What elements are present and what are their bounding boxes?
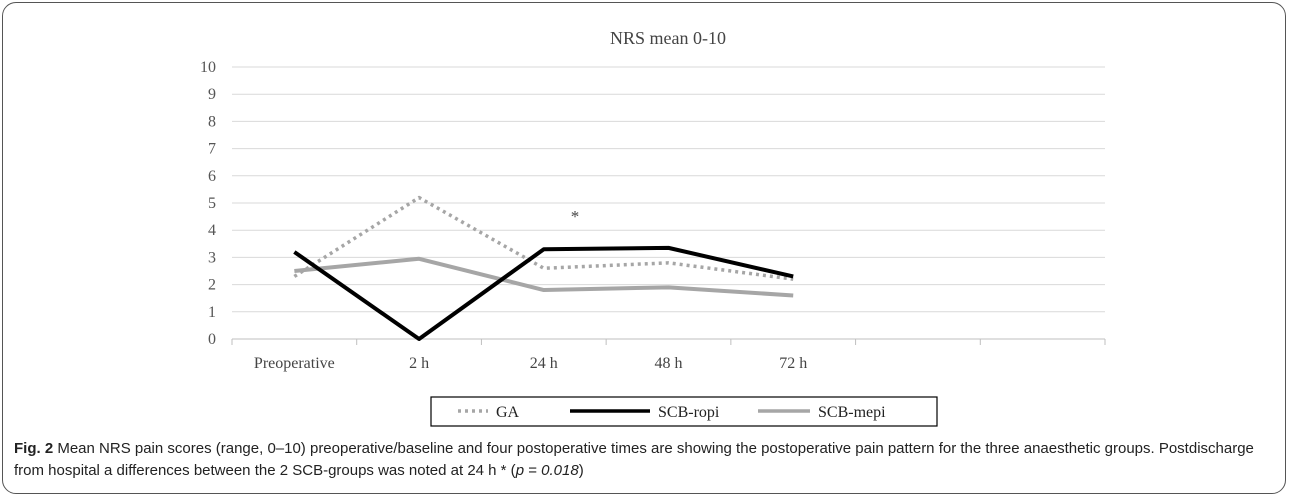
- series-line-ga: [293, 195, 794, 281]
- y-tick-label: 6: [208, 168, 216, 185]
- y-axis-ticks: 0 1 2 3 4 5 6 7 8 9 10: [200, 59, 216, 348]
- caption-p-value: 0.018: [541, 462, 579, 479]
- gridlines: [232, 66, 1105, 313]
- x-tick-label: 48 h: [655, 355, 683, 372]
- chart-title: NRS mean 0-10: [610, 28, 726, 48]
- legend-label-scb-ropi: SCB-ropi: [658, 404, 720, 421]
- y-tick-label: 3: [208, 249, 216, 266]
- y-tick-label: 10: [200, 59, 216, 76]
- caption-label: Fig. 2: [14, 440, 54, 457]
- y-tick-label: 1: [208, 304, 216, 321]
- y-tick-label: 4: [208, 222, 216, 239]
- caption-close: ): [578, 462, 584, 479]
- series-lines: [293, 195, 794, 341]
- series-line-scb-mepi: [294, 256, 794, 298]
- line-chart: NRS mean 0-10 0 1 2 3 4 5 6 7 8 9 10 Preoperative 2…: [200, 28, 1106, 427]
- legend: GA SCB-ropi SCB-mepi: [430, 396, 938, 427]
- legend-box: [430, 396, 938, 427]
- figure-frame: [2, 2, 1286, 494]
- y-tick-label: 7: [208, 141, 216, 158]
- y-tick-label: 8: [208, 113, 216, 130]
- x-tick-label: 2 h: [409, 355, 429, 372]
- x-tick-label: 24 h: [530, 355, 558, 372]
- significance-annotation: *: [571, 207, 580, 226]
- y-tick-label: 5: [208, 195, 216, 212]
- x-tick-label: Preoperative: [254, 355, 335, 372]
- caption-p-eq: =: [524, 462, 542, 479]
- x-tick-label: 72 h: [779, 355, 807, 372]
- y-tick-label: 9: [208, 86, 216, 103]
- y-tick-label: 0: [208, 331, 216, 348]
- caption-p-symbol: p: [515, 462, 525, 479]
- x-axis: Preoperative 2 h 24 h 48 h 72 h: [231, 338, 1106, 372]
- legend-label-scb-mepi: SCB-mepi: [818, 404, 886, 421]
- caption-text: Mean NRS pain scores (range, 0–10) preop…: [14, 440, 1254, 479]
- figure-caption: Fig. 2 Mean NRS pain scores (range, 0–10…: [14, 438, 1274, 482]
- y-tick-label: 2: [208, 277, 216, 294]
- legend-label-ga: GA: [496, 404, 520, 421]
- series-line-scb-ropi: [293, 245, 794, 341]
